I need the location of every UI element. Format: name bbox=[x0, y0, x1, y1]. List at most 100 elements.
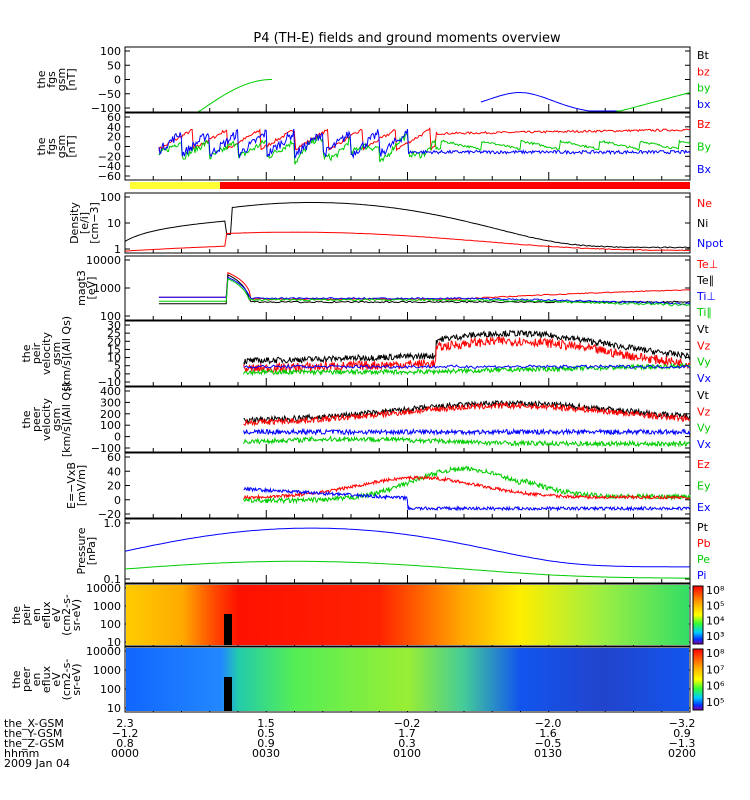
legend-Vx: Vx bbox=[697, 372, 712, 385]
legend-Te⊥: Te⊥ bbox=[696, 258, 718, 271]
footer-value: −2.0 bbox=[535, 717, 562, 730]
series-By bbox=[158, 133, 691, 165]
ytick-peir_velocity: 20 bbox=[107, 335, 121, 348]
footer-label-the_Z-GSM: the_Z-GSM bbox=[4, 737, 64, 750]
ytick-peir_spectrogram: 1000 bbox=[93, 600, 121, 613]
ytick-density: 1 bbox=[114, 243, 121, 256]
ytick-peir_velocity: 15 bbox=[107, 343, 121, 356]
ytick-pressure: 0.1 bbox=[104, 573, 122, 586]
series-Vz-peer bbox=[243, 401, 691, 427]
ytick-fgs_gsm_zoom: 20 bbox=[107, 131, 121, 144]
colorbar-tick-peer_spectrogram: 10⁸ bbox=[706, 647, 725, 660]
legend-Pe: Pe bbox=[697, 553, 710, 566]
legend-Ne: Ne bbox=[697, 197, 712, 210]
ylabel-pressure: Pressure bbox=[75, 527, 88, 574]
footer-value: 0.5 bbox=[257, 727, 275, 740]
ylabel-peir_spectrogram: (cm2-s- bbox=[60, 594, 73, 636]
ytick-efield: 20 bbox=[107, 480, 121, 493]
ylabel-peer_velocity: the bbox=[20, 410, 33, 428]
ytick-fgs_gsm_zoom: −60 bbox=[98, 170, 121, 183]
legend-Pb: Pb bbox=[697, 537, 711, 550]
ylabel-peer_spectrogram: sr-eV) bbox=[70, 663, 83, 695]
footer-value: 0.9 bbox=[673, 727, 691, 740]
legend-Npot: Npot bbox=[697, 237, 724, 250]
ylabel-density: [e/i] bbox=[78, 212, 91, 234]
ylabel-fgs_gsm_zoom: the bbox=[35, 137, 48, 155]
ytick-peer_velocity: 400 bbox=[100, 385, 121, 398]
series-Vy-peer bbox=[243, 435, 691, 448]
ytick-peer_velocity: −100 bbox=[91, 442, 121, 455]
ytick-fgs_gsm: 0 bbox=[114, 74, 121, 87]
ytick-peir_velocity: 30 bbox=[107, 319, 121, 332]
legend-Bt: Bt bbox=[697, 49, 710, 62]
ytick-density: 10 bbox=[107, 217, 121, 230]
ylabel-peer_spectrogram: the bbox=[10, 670, 23, 688]
footer-value: −0.5 bbox=[535, 737, 562, 750]
ytick-peir_spectrogram: 10 bbox=[107, 636, 121, 649]
ylabel-peer_velocity: velocity bbox=[40, 398, 53, 441]
legend-Pt: Pt bbox=[697, 521, 709, 534]
panel-border bbox=[124, 583, 691, 647]
ylabel-peir_spectrogram: eV bbox=[50, 607, 63, 622]
legend-Ey: Ey bbox=[697, 480, 711, 493]
ytick-temperature: 10000 bbox=[86, 254, 121, 267]
legend-Ez: Ez bbox=[697, 458, 710, 471]
ytick-fgs_gsm_zoom: −20 bbox=[98, 150, 121, 163]
ytick-peir_velocity: 25 bbox=[107, 327, 121, 340]
ylabel-fgs_gsm_zoom: gsm bbox=[55, 135, 68, 158]
ylabel-peer_spectrogram: eflux bbox=[40, 665, 53, 693]
footer-value: 0.8 bbox=[116, 737, 134, 750]
spectrogram-peer_spectrogram bbox=[126, 648, 689, 711]
colorbar-tick-peer_spectrogram: 10⁶ bbox=[706, 680, 725, 693]
legend-Vt: Vt bbox=[697, 389, 710, 402]
footer-value: 0000 bbox=[111, 747, 139, 760]
legend-By: By bbox=[697, 141, 712, 154]
ytick-peir_velocity: −10 bbox=[98, 376, 121, 389]
ytick-peer_spectrogram: 100 bbox=[100, 683, 121, 696]
legend-Vz: Vz bbox=[697, 405, 711, 418]
footer-value: 0130 bbox=[534, 747, 562, 760]
ytick-peer_velocity: 100 bbox=[100, 419, 121, 432]
footer-value: 0100 bbox=[393, 747, 421, 760]
legend-bz: bz bbox=[697, 65, 710, 78]
series-Ex bbox=[243, 486, 691, 512]
colorbar-peer_spectrogram bbox=[692, 648, 704, 711]
ytick-efield: −20 bbox=[98, 508, 121, 521]
footer-value: 1.6 bbox=[539, 727, 557, 740]
legend-Vt: Vt bbox=[697, 323, 710, 336]
legend-Vy: Vy bbox=[697, 422, 711, 435]
footer-value: −1.3 bbox=[669, 737, 696, 750]
series-Vx bbox=[243, 364, 691, 370]
ytick-fgs_gsm: 50 bbox=[107, 59, 121, 72]
legend-Vx: Vx bbox=[697, 438, 712, 451]
data-gap bbox=[224, 614, 232, 645]
ytick-peir_velocity: 0 bbox=[114, 368, 121, 381]
legend-bx: bx bbox=[697, 98, 711, 111]
ylabel-peer_velocity: gsm bbox=[50, 408, 63, 431]
quality-bar-yellow bbox=[130, 182, 220, 189]
ytick-peir_spectrogram: 100 bbox=[100, 618, 121, 631]
footer-value: −0.2 bbox=[394, 717, 421, 730]
ylabel-efield: E=−VxB bbox=[65, 462, 78, 509]
ylabel-peer_spectrogram: en bbox=[30, 673, 43, 687]
colorbar-tick-peir_spectrogram: 10⁴ bbox=[706, 615, 725, 628]
series-Vx-peer bbox=[243, 427, 691, 437]
legend-by: by bbox=[697, 82, 711, 95]
footer-label-the_Y-GSM: the_Y-GSM bbox=[4, 727, 62, 740]
series-Tipar bbox=[158, 277, 691, 307]
ylabel-fgs_gsm_zoom: [nT] bbox=[65, 135, 78, 157]
legend-Te∥: Te∥ bbox=[696, 274, 714, 287]
ylabel-fgs_gsm: [nT] bbox=[65, 68, 78, 90]
legend-Ti∥: Ti∥ bbox=[696, 306, 712, 319]
colorbar-tick-peer_spectrogram: 10⁵ bbox=[706, 696, 724, 709]
footer-value: −3.2 bbox=[669, 717, 696, 730]
panel-frame-pressure bbox=[124, 518, 691, 584]
ytick-fgs_gsm_zoom: −40 bbox=[98, 160, 121, 173]
colorbar-tick-peir_spectrogram: 10³ bbox=[706, 630, 724, 643]
ytick-fgs_gsm: −50 bbox=[98, 88, 121, 101]
spectrogram-peir_spectrogram bbox=[126, 585, 689, 645]
ylabel-peir_spectrogram: sr-eV) bbox=[70, 599, 83, 631]
footer-date: 2009 Jan 04 bbox=[4, 757, 70, 770]
ytick-peir_spectrogram: 10000 bbox=[86, 582, 121, 595]
